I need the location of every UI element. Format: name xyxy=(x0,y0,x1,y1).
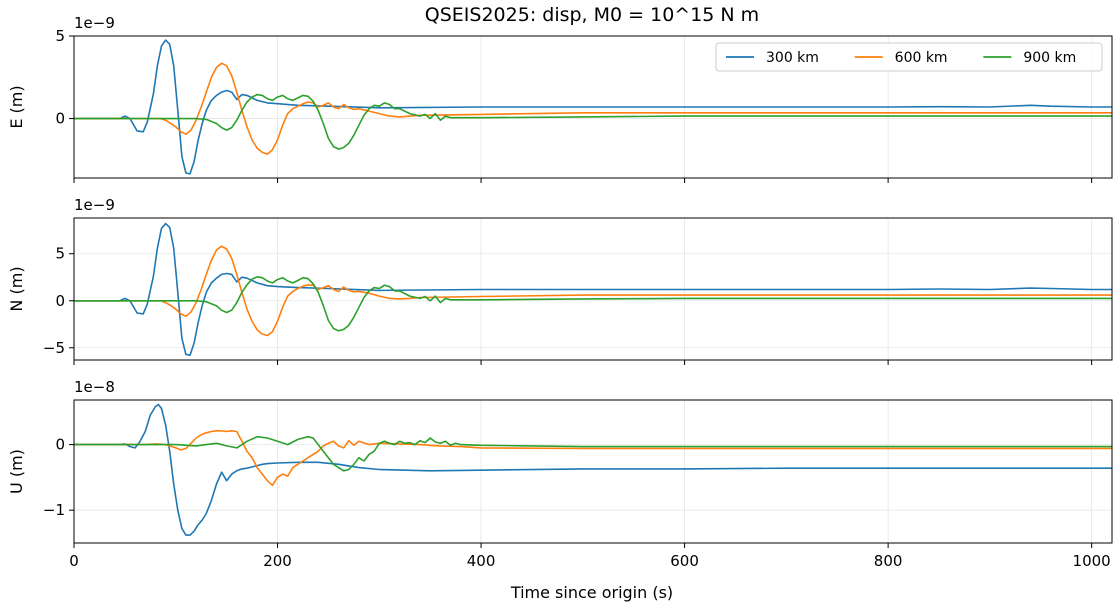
x-tick-label: 600 xyxy=(670,552,699,570)
chart-title: QSEIS2025: disp, M0 = 10^15 N m xyxy=(425,4,759,26)
series-line-900-km xyxy=(74,435,1112,472)
legend-label-900-km: 900 km xyxy=(1023,50,1076,66)
x-tick-label: 800 xyxy=(874,552,903,570)
panel-3-frame xyxy=(73,399,1113,544)
series-line-300-km xyxy=(74,222,1112,357)
series-line-600-km xyxy=(74,245,1112,337)
panel-1-ylabel: E (m) xyxy=(7,85,26,128)
y-tick-label: 5 xyxy=(55,245,65,263)
x-axis-label: Time since origin (s) xyxy=(510,583,673,602)
series-line-900-km xyxy=(74,275,1112,332)
panel-1-series xyxy=(74,39,1112,175)
legend: 300 km 600 km 900 km xyxy=(715,42,1103,72)
y-tick-label: 0 xyxy=(55,292,65,310)
x-tick-label: 400 xyxy=(467,552,496,570)
legend-label-600-km: 600 km xyxy=(895,50,948,66)
panel-1-frame xyxy=(73,35,1113,179)
panel-2-frame xyxy=(73,217,1113,361)
panel-3: 0 200 400 600 800 1000 −1 0 1e−8 U (m) xyxy=(7,378,1113,570)
panel-3-exponent: 1e−8 xyxy=(74,378,115,396)
x-tick-label: 200 xyxy=(263,552,292,570)
y-tick-label: 0 xyxy=(55,436,65,454)
panel-2: −5 0 5 1e−9 N (m) xyxy=(7,196,1113,365)
series-line-600-km xyxy=(74,62,1112,155)
y-tick-label: −5 xyxy=(43,339,65,357)
y-tick-label: 5 xyxy=(55,27,65,45)
panel-3-series xyxy=(74,403,1112,536)
series-line-300-km xyxy=(74,403,1112,536)
x-tick-label: 1000 xyxy=(1073,552,1111,570)
x-tick-label: 0 xyxy=(69,552,79,570)
panel-2-exponent: 1e−9 xyxy=(74,196,115,214)
series-line-300-km xyxy=(74,39,1112,175)
y-tick-label: 0 xyxy=(55,110,65,128)
panel-1: 0 5 1e−9 E (m) xyxy=(7,14,1113,183)
y-tick-label: −1 xyxy=(43,501,65,519)
panels: 0 5 1e−9 E (m) −5 0 5 1e−9 N (m) 0 200 400 600 800 100… xyxy=(7,14,1113,570)
legend-box xyxy=(715,42,1103,72)
series-line-600-km xyxy=(74,429,1112,487)
panel-2-series xyxy=(74,222,1112,357)
panel-1-exponent: 1e−9 xyxy=(74,14,115,32)
legend-label-300-km: 300 km xyxy=(766,50,819,66)
panel-3-ylabel: U (m) xyxy=(7,449,26,494)
series-line-900-km xyxy=(74,93,1112,150)
panel-2-ylabel: N (m) xyxy=(7,266,26,311)
